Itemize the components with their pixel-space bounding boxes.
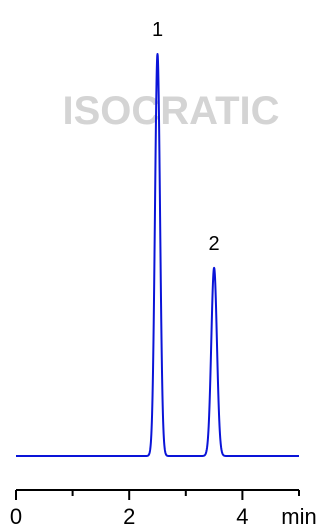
chromatogram-trace	[15, 53, 300, 457]
x-tick-label-0: 0	[10, 504, 22, 525]
isocratic-watermark: ISOCRATIC	[62, 89, 279, 133]
peak-label-2: 2	[209, 233, 220, 255]
x-tick-label-2: 2	[123, 504, 135, 525]
x-tick-label-4: 4	[236, 504, 248, 525]
x-unit-label: min	[281, 504, 316, 525]
peak-label-1: 1	[152, 19, 163, 41]
